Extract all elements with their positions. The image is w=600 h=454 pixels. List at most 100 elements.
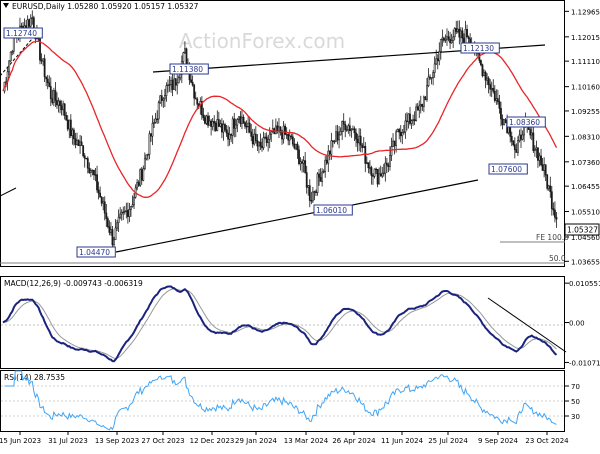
price-candle-body (204, 117, 206, 124)
price-annotation-label: 1.04470 (79, 248, 110, 257)
price-candle-body (196, 98, 199, 105)
price-candle-body (49, 86, 52, 99)
price-candle-body (529, 129, 532, 136)
price-candle-body (248, 122, 251, 133)
price-candle-body (296, 143, 299, 151)
price-candle-body (228, 133, 231, 140)
price-candle-body (552, 208, 555, 211)
price-candle-body (261, 145, 263, 149)
price-candle-body (131, 204, 134, 207)
price-candle-body (490, 88, 493, 90)
price-candle-body (339, 131, 342, 136)
price-candle-body (63, 103, 66, 116)
price-candle-body (466, 28, 468, 38)
price-candle-body (449, 38, 451, 44)
price-candle-body (464, 28, 467, 44)
price-candle-body (302, 160, 305, 164)
price-annotation-box (460, 42, 500, 54)
price-candle-body (453, 28, 456, 38)
price-candle-body (156, 118, 159, 120)
price-y-tick-label: 1.12965 (571, 8, 600, 16)
price-candle-body (102, 201, 105, 204)
price-candle-body (191, 82, 194, 86)
price-candle-body (40, 59, 43, 62)
x-axis-tick-label: 27 Oct 2023 (141, 437, 184, 445)
price-candle-body (268, 133, 271, 140)
price-candle-body (347, 125, 350, 131)
price-y-tick-label: 1.11110 (571, 58, 600, 66)
price-candle-body (253, 133, 256, 145)
price-candle-body (316, 173, 319, 193)
price-candle-body (430, 77, 433, 79)
price-candle-body (174, 78, 177, 86)
rsi-line (4, 370, 557, 431)
price-candle-body (11, 50, 14, 53)
price-candle-body (492, 88, 495, 92)
price-candle-body (459, 30, 462, 38)
price-candle-body (439, 39, 442, 52)
price-candle-body (227, 132, 229, 140)
x-axis-tick-label: 29 Jan 2024 (235, 437, 278, 445)
price-y-tick-label: 1.12015 (571, 34, 600, 42)
price-candle-body (162, 98, 165, 101)
price-candle-body (86, 158, 89, 169)
price-candle-body (251, 136, 254, 145)
price-candle-body (409, 113, 411, 124)
price-candle-body (153, 122, 155, 124)
price-candle-body (426, 85, 428, 100)
price-candle-body (395, 131, 398, 146)
price-candle-body (295, 143, 297, 149)
price-candle-body (365, 162, 368, 164)
price-candle-body (406, 120, 408, 123)
price-candle-body (555, 216, 558, 220)
price-annotation-box (3, 27, 43, 39)
price-candle-body (438, 51, 441, 62)
price-candle-body (376, 169, 379, 185)
price-candle-body (91, 169, 94, 172)
price-candle-body (350, 129, 353, 131)
price-candle-body (444, 38, 447, 41)
price-candle-body (51, 98, 54, 103)
price-candle-body (222, 124, 225, 133)
price-candle-body (76, 140, 78, 145)
price-candle-body (501, 118, 504, 125)
price-candle-body (458, 28, 461, 38)
price-candle-body (126, 210, 129, 217)
price-candle-body (404, 120, 407, 133)
price-candle-body (179, 74, 182, 79)
price-candle-body (517, 140, 519, 153)
price-candle-body (43, 58, 46, 78)
price-candle-body (202, 114, 205, 118)
price-candle-body (68, 119, 71, 130)
price-candle-body (62, 103, 65, 111)
price-candle-body (484, 71, 487, 81)
price-candle-body (214, 122, 217, 131)
price-candle-body (515, 149, 518, 153)
price-candle-body (213, 121, 216, 124)
price-candle-body (319, 177, 322, 182)
x-axis-tick-label: 26 Apr 2024 (332, 437, 376, 445)
x-axis: 15 Jun 2023 31 Jul 2023 13 Sep 2023 27 Oct … (0, 432, 569, 445)
price-candle-body (165, 85, 168, 96)
x-axis-tick-label: 13 Sep 2023 (95, 437, 139, 445)
price-annotation-box (488, 163, 528, 175)
price-candle-body (336, 131, 339, 141)
rsi-y-tick-label: 70 (571, 383, 580, 391)
price-candle-body (427, 76, 430, 87)
x-axis-tick-label: 11 Jun 2024 (381, 437, 424, 445)
price-candle-body (424, 96, 427, 100)
price-candle-body (46, 78, 49, 83)
price-candle-body (45, 76, 48, 80)
price-candle-body (521, 134, 524, 140)
price-candle-body (120, 212, 123, 215)
price-candle-body (65, 115, 68, 121)
price-candle-body (57, 100, 60, 106)
price-candle-body (452, 36, 455, 42)
price-candle-body (446, 36, 448, 40)
price-candle-body (128, 209, 131, 217)
price-candle-body (538, 155, 541, 161)
price-y-tick-label: 1.04560 (571, 234, 600, 242)
price-candle-body (382, 172, 385, 175)
price-candle-body (500, 108, 502, 120)
price-candle-body (362, 146, 365, 148)
